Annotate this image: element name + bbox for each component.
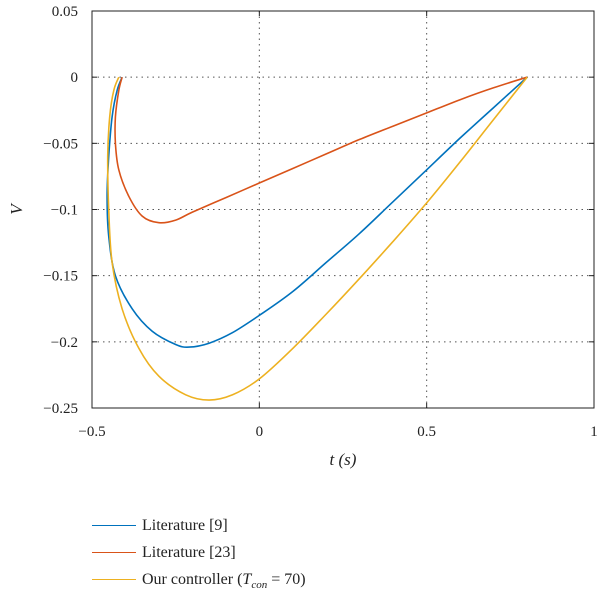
- series-lines: [106, 76, 528, 401]
- legend-swatch: [92, 579, 136, 580]
- y-tick-label: −0.25: [43, 401, 78, 417]
- series-line-2: [106, 76, 528, 401]
- y-tick-label: −0.05: [43, 136, 78, 152]
- legend-suffix: = 70: [271, 571, 301, 588]
- line-chart: −0.5 0 0.5 1 0.05 0 −0.05 −0.1 −0.15 −0.2 −0.25 t …: [7, 4, 598, 469]
- y-tick-label: −0.15: [43, 269, 78, 285]
- legend-swatch: [92, 525, 136, 526]
- x-axis-label: t (s): [330, 450, 357, 469]
- legend-label-composite: Our controller (Tcon = 70): [142, 571, 306, 592]
- legend-label: Literature [9]: [142, 517, 228, 534]
- legend-swatch: [92, 552, 136, 553]
- y-axis-label: V: [7, 202, 26, 215]
- tick-labels: −0.5 0 0.5 1 0.05 0 −0.05 −0.1 −0.15 −0.2 −0.25: [43, 4, 597, 440]
- y-tick-label: 0.05: [52, 4, 78, 20]
- y-tick-label: 0: [71, 70, 79, 86]
- x-tick-label: 0.5: [417, 424, 436, 440]
- legend-item-literature-23: Literature [23]: [92, 539, 572, 566]
- tick-marks: [91, 10, 595, 409]
- x-tick-label: 1: [590, 424, 598, 440]
- grid: [92, 11, 594, 408]
- x-tick-label: −0.5: [78, 424, 105, 440]
- plot-frame: [91, 10, 595, 409]
- series-line-0: [106, 76, 528, 348]
- legend-label: Our controller: [142, 571, 234, 588]
- series-line-1: [114, 76, 528, 224]
- legend-item-literature-9: Literature [9]: [92, 512, 572, 539]
- legend-symbol: T: [242, 571, 252, 588]
- x-tick-label: 0: [256, 424, 264, 440]
- y-tick-label: −0.1: [51, 203, 78, 219]
- y-tick-label: −0.2: [51, 335, 78, 351]
- legend-subscript: con: [251, 579, 268, 592]
- legend: Literature [9] Literature [23] Our contr…: [92, 512, 572, 593]
- legend-label: Literature [23]: [142, 544, 236, 561]
- legend-item-our-controller: Our controller (Tcon = 70): [92, 566, 572, 593]
